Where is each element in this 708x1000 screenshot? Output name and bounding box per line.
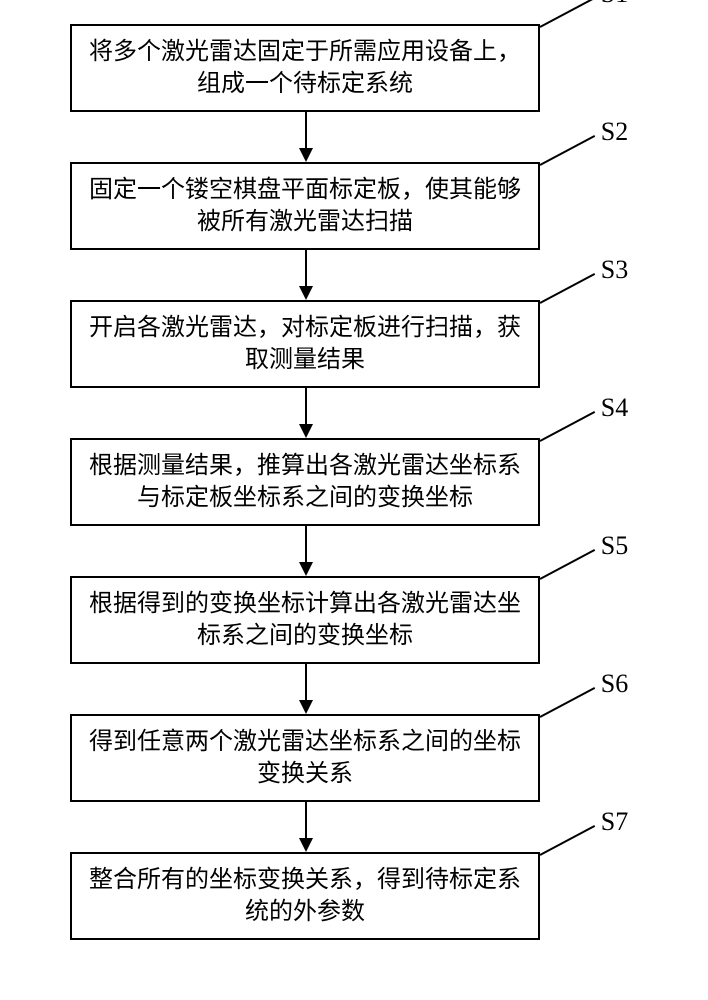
arrow-line xyxy=(305,250,307,286)
step-text: 得到任意两个激光雷达坐标系之间的坐标变换关系 xyxy=(82,726,528,791)
arrow-head-icon xyxy=(299,148,313,162)
step-box-s4: 根据测量结果，推算出各激光雷达坐标系与标定板坐标系之间的变换坐标 xyxy=(70,438,540,526)
step-box-s1: 将多个激光雷达固定于所需应用设备上，组成一个待标定系统 xyxy=(70,24,540,112)
step-box-s2: 固定一个镂空棋盘平面标定板，使其能够被所有激光雷达扫描 xyxy=(70,162,540,250)
step-text: 根据测量结果，推算出各激光雷达坐标系与标定板坐标系之间的变换坐标 xyxy=(82,450,528,515)
step-label-s1: S1 xyxy=(601,0,628,9)
step-label-s5: S5 xyxy=(601,531,628,561)
leader-line xyxy=(540,135,596,166)
step-label-s2: S2 xyxy=(601,117,628,147)
step-text: 整合所有的坐标变换关系，得到待标定系统的外参数 xyxy=(82,864,528,929)
flowchart-canvas: 将多个激光雷达固定于所需应用设备上，组成一个待标定系统 S1 固定一个镂空棋盘平面标… xyxy=(0,0,708,1000)
step-text: 固定一个镂空棋盘平面标定板，使其能够被所有激光雷达扫描 xyxy=(82,174,528,239)
arrow-line xyxy=(305,802,307,838)
step-box-s7: 整合所有的坐标变换关系，得到待标定系统的外参数 xyxy=(70,852,540,940)
step-text: 将多个激光雷达固定于所需应用设备上，组成一个待标定系统 xyxy=(82,36,528,101)
step-label-s6: S6 xyxy=(601,669,628,699)
step-box-s5: 根据得到的变换坐标计算出各激光雷达坐标系之间的变换坐标 xyxy=(70,576,540,664)
arrow-head-icon xyxy=(299,286,313,300)
step-label-s3: S3 xyxy=(601,255,628,285)
step-text: 开启各激光雷达，对标定板进行扫描，获取测量结果 xyxy=(82,312,528,377)
arrow-head-icon xyxy=(299,838,313,852)
leader-line xyxy=(540,411,596,442)
step-box-s6: 得到任意两个激光雷达坐标系之间的坐标变换关系 xyxy=(70,714,540,802)
step-label-s7: S7 xyxy=(601,807,628,837)
step-text: 根据得到的变换坐标计算出各激光雷达坐标系之间的变换坐标 xyxy=(82,588,528,653)
step-label-s4: S4 xyxy=(601,393,628,423)
arrow-line xyxy=(305,388,307,424)
arrow-head-icon xyxy=(299,700,313,714)
step-box-s3: 开启各激光雷达，对标定板进行扫描，获取测量结果 xyxy=(70,300,540,388)
arrow-line xyxy=(305,112,307,148)
leader-line xyxy=(540,687,596,718)
leader-line xyxy=(540,273,596,304)
leader-line xyxy=(540,825,596,856)
arrow-line xyxy=(305,526,307,562)
arrow-head-icon xyxy=(299,424,313,438)
leader-line xyxy=(540,0,596,28)
leader-line xyxy=(540,549,596,580)
arrow-line xyxy=(305,664,307,700)
arrow-head-icon xyxy=(299,562,313,576)
